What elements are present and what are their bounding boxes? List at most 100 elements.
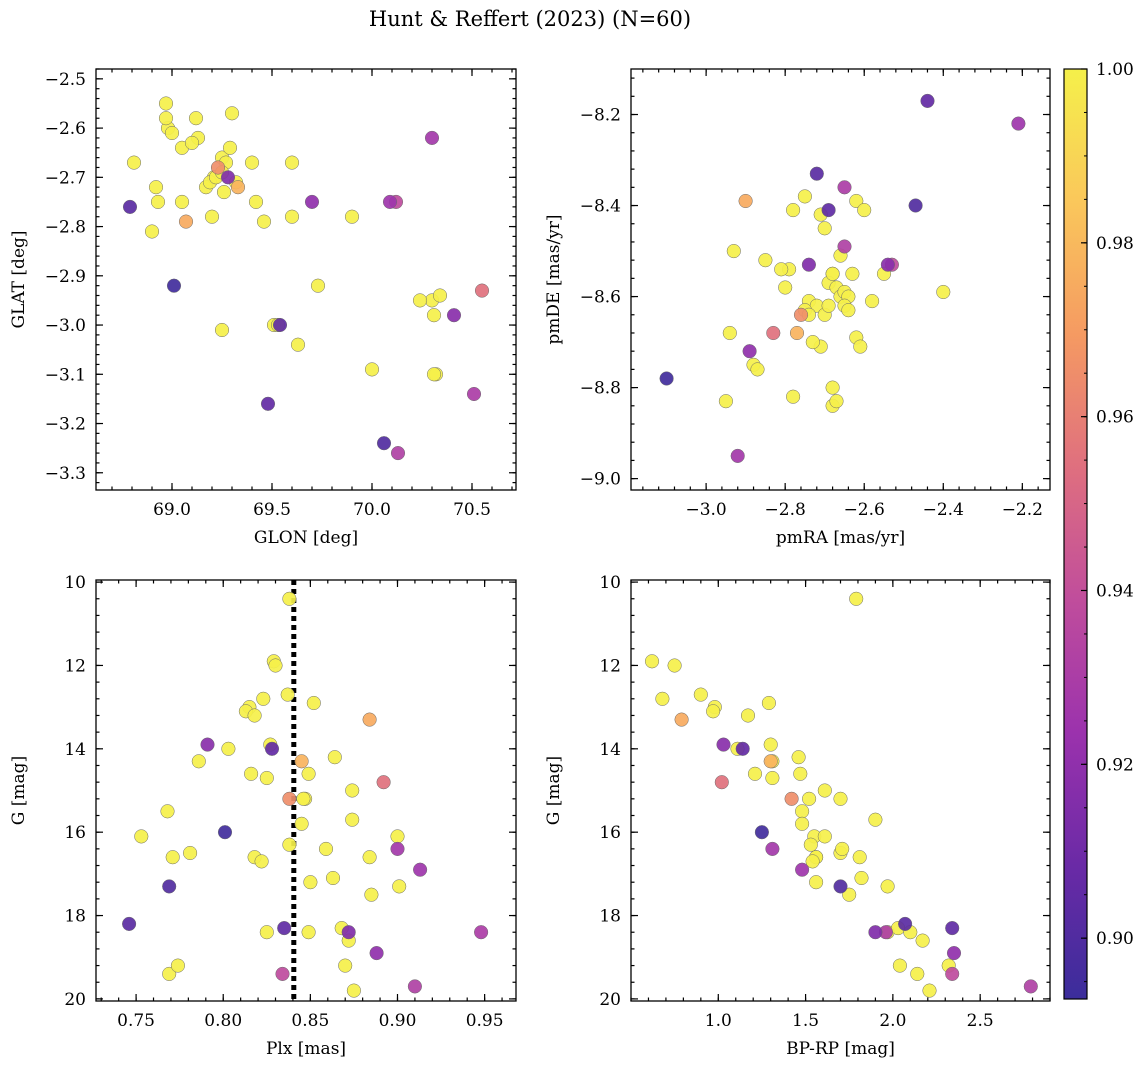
y-tick-label: −3.3 <box>45 464 86 484</box>
x-axis-label: Plx [mas] <box>266 1039 346 1059</box>
axes-frame <box>95 68 517 491</box>
data-point <box>809 875 824 890</box>
x-tick-label: −2.2 <box>1002 500 1043 520</box>
data-point <box>162 966 177 981</box>
data-point <box>857 203 872 218</box>
y-tick-label: 12 <box>599 656 621 676</box>
data-point <box>134 829 149 844</box>
y-tick-label: 16 <box>599 823 621 843</box>
data-point <box>260 396 276 411</box>
data-point <box>740 708 756 723</box>
x-tick-label: 0.75 <box>117 1011 155 1031</box>
data-point <box>362 712 377 727</box>
data-point <box>390 446 406 461</box>
data-point <box>282 791 297 806</box>
x-tick-label: 69.5 <box>253 500 291 520</box>
data-point <box>801 257 816 272</box>
data-point <box>718 394 733 409</box>
data-point <box>898 916 913 931</box>
data-point <box>264 741 280 756</box>
y-tick-label: −8.8 <box>580 379 621 399</box>
y-tick-label: −2.6 <box>45 119 86 139</box>
x-tick-label: 0.80 <box>204 1011 242 1031</box>
y-axis-label: G [mag] <box>544 756 564 825</box>
data-point <box>325 870 341 886</box>
data-point <box>706 704 721 719</box>
data-point <box>747 766 763 781</box>
data-point <box>294 754 309 769</box>
data-point <box>296 791 311 806</box>
data-point <box>188 111 204 126</box>
data-point <box>833 879 848 894</box>
data-point <box>765 841 780 856</box>
data-point <box>817 829 832 844</box>
data-point <box>220 170 236 185</box>
data-point <box>248 194 264 209</box>
x-tick-label: −2.6 <box>844 500 885 520</box>
data-point <box>346 983 361 998</box>
data-point <box>805 854 820 869</box>
data-point <box>880 257 895 272</box>
x-tick-label: 0.90 <box>379 1011 417 1031</box>
data-point <box>849 591 864 606</box>
data-point <box>825 380 840 395</box>
data-point <box>946 946 962 961</box>
data-point <box>290 337 306 352</box>
data-point <box>714 775 729 790</box>
data-point <box>364 887 379 902</box>
y-tick-label: 10 <box>64 573 86 593</box>
data-point <box>474 283 490 298</box>
data-point <box>318 841 334 856</box>
panel-proper-motion: −3.0 −2.8 −2.6 −2.4 −2.2 −8.2 −8.4 −8.6 −8.8 −9.0… <box>544 68 1051 548</box>
y-axis-label: pmDE [mas/yr] <box>544 214 564 344</box>
data-point <box>758 253 773 268</box>
panel-color-magnitude: 1.0 1.5 2.0 2.5 10 12 14 16 18 20 BP-RP [mag] G [ma… <box>544 573 1051 1059</box>
data-point <box>936 284 951 300</box>
data-point <box>275 966 290 981</box>
data-point <box>750 362 765 377</box>
data-point <box>693 687 708 702</box>
data-point <box>390 841 405 856</box>
data-point <box>158 96 174 111</box>
colorbar-tick-label: 0.98 <box>1096 234 1134 254</box>
data-point <box>1011 116 1026 131</box>
data-point <box>221 741 236 756</box>
data-point <box>301 766 316 781</box>
data-point <box>327 750 342 765</box>
y-tick-label: −8.4 <box>580 197 621 217</box>
data-point <box>294 816 309 831</box>
data-point <box>786 389 801 404</box>
colorbar-tick-label: 0.90 <box>1096 929 1134 949</box>
y-tick-label: −8.2 <box>580 106 621 126</box>
data-point <box>754 825 769 840</box>
x-tick-label: −2.8 <box>765 500 806 520</box>
data-point <box>742 344 757 359</box>
data-point <box>841 303 856 318</box>
data-point <box>817 221 832 236</box>
data-point <box>915 933 930 948</box>
data-point <box>282 591 297 606</box>
data-point <box>164 125 180 141</box>
x-tick-label: 0.95 <box>466 1011 504 1031</box>
data-point <box>184 135 200 150</box>
data-point <box>908 198 923 213</box>
y-tick-label: 16 <box>64 823 86 843</box>
y-tick-label: −3.1 <box>45 365 86 385</box>
data-point <box>797 189 812 204</box>
data-point <box>865 294 880 309</box>
data-point <box>835 841 850 856</box>
data-point <box>204 209 220 224</box>
data-point <box>282 837 297 852</box>
y-tick-label: −2.8 <box>45 218 86 238</box>
data-point <box>674 712 689 727</box>
data-point <box>825 266 840 281</box>
data-point <box>659 371 674 386</box>
x-axis-label: BP-RP [mag] <box>786 1039 895 1059</box>
data-point <box>795 862 810 877</box>
data-point <box>726 244 741 259</box>
colorbar-gradient <box>1063 68 1088 1000</box>
data-point <box>122 199 138 214</box>
data-point <box>222 140 238 155</box>
data-point <box>268 658 283 673</box>
data-point <box>224 106 240 121</box>
